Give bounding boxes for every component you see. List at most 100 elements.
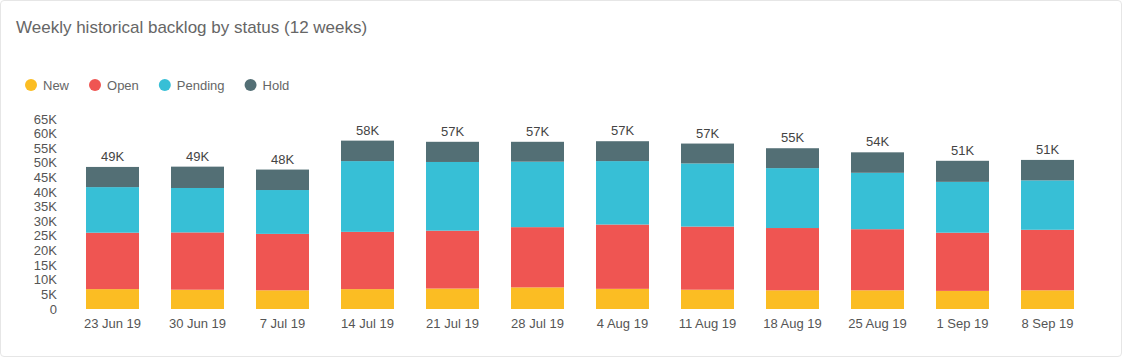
y-tick (66, 206, 69, 207)
y-tick-label: 55K (34, 141, 57, 156)
y-axis: 05K10K15K20K25K30K35K40K45K50K55K60K65K (34, 112, 69, 317)
y-tick-label: 20K (34, 243, 57, 258)
bar-segment (341, 141, 394, 161)
x-tick-label: 28 Jul 19 (511, 316, 564, 331)
total-label: 57K (526, 124, 549, 139)
bar-segment (851, 152, 904, 172)
y-tick-label: 35K (34, 199, 57, 214)
total-labels: 49K49K48K58K57K57K57K57K55K54K51K51K (101, 123, 1059, 167)
y-tick (66, 177, 69, 178)
y-tick (66, 162, 69, 163)
x-tick-label: 14 Jul 19 (341, 316, 394, 331)
x-tick-label: 30 Jun 19 (169, 316, 226, 331)
chart: Weekly historical backlog by status (12 … (0, 0, 1122, 357)
bar-segment (171, 167, 224, 188)
bar-segment (681, 144, 734, 164)
y-tick-label: 25K (34, 228, 57, 243)
legend-label: Pending (177, 78, 225, 93)
bar-segment (511, 142, 564, 162)
legend-swatch (89, 79, 101, 91)
total-label: 49K (101, 149, 124, 164)
y-tick-label: 15K (34, 258, 57, 273)
bar-segment (511, 227, 564, 287)
y-tick-label: 40K (34, 185, 57, 200)
bar-segment (1021, 160, 1074, 180)
x-tick-label: 21 Jul 19 (426, 316, 479, 331)
bar-segment (936, 291, 989, 309)
title: Weekly historical backlog by status (12 … (16, 18, 367, 37)
bar-segment (1021, 290, 1074, 309)
bar-segment (681, 227, 734, 290)
total-label: 57K (696, 126, 719, 141)
bar-segment (86, 167, 139, 187)
bar-segment (256, 234, 309, 290)
bar-segment (426, 231, 479, 289)
bar-segment (596, 161, 649, 224)
y-tick (66, 133, 69, 134)
bar-segment (851, 173, 904, 229)
bar-segment (86, 187, 139, 233)
bar-segment (851, 290, 904, 309)
y-tick (66, 192, 69, 193)
legend-swatch (159, 79, 171, 91)
bar-segment (596, 289, 649, 309)
y-tick (66, 309, 69, 310)
x-tick-label: 23 Jun 19 (84, 316, 141, 331)
x-tick-label: 11 Aug 19 (679, 316, 737, 331)
x-tick-label: 18 Aug 19 (763, 316, 822, 331)
y-tick-label: 10K (34, 272, 57, 287)
bar-segment (86, 289, 139, 309)
y-tick-label: 5K (41, 287, 57, 302)
bar-segment (1021, 230, 1074, 291)
bar-segment (341, 161, 394, 232)
y-tick (66, 265, 69, 266)
y-tick (66, 148, 69, 149)
y-tick-label: 45K (34, 170, 57, 185)
bar-segment (426, 142, 479, 162)
bar-segment (766, 168, 819, 228)
bar-segment (171, 290, 224, 309)
total-label: 55K (781, 130, 804, 145)
bar-segment (766, 290, 819, 309)
bar-segment (511, 287, 564, 309)
total-label: 57K (441, 124, 464, 139)
bar-segment (256, 290, 309, 309)
bars (86, 141, 1074, 309)
legend-label: Hold (263, 78, 290, 93)
bar-segment (936, 233, 989, 291)
y-tick (66, 119, 69, 120)
y-tick (66, 294, 69, 295)
bar-segment (766, 148, 819, 168)
bar-segment (596, 141, 649, 161)
y-tick-label: 65K (34, 112, 57, 127)
bar-segment (256, 170, 309, 190)
total-label: 49K (186, 149, 209, 164)
bar-segment (681, 290, 734, 309)
bar-segment (341, 289, 394, 309)
legend-swatch (245, 79, 257, 91)
bar-segment (426, 162, 479, 231)
y-tick (66, 235, 69, 236)
bar-segment (851, 229, 904, 290)
y-tick (66, 221, 69, 222)
x-axis: 23 Jun 19 30 Jun 19 7 Jul 19 14 Jul 19 21 Ju… (84, 316, 1074, 331)
legend: NewOpenPendingHold (25, 78, 289, 93)
bar-segment (171, 188, 224, 232)
bar-segment (256, 190, 309, 234)
bar-segment (426, 289, 479, 309)
total-label: 51K (1036, 142, 1059, 157)
bar-segment (766, 228, 819, 290)
x-tick-label: 8 Sep 19 (1021, 316, 1073, 331)
legend-label: New (43, 78, 70, 93)
total-label: 54K (866, 134, 889, 149)
total-label: 48K (271, 152, 294, 167)
x-tick-label: 1 Sep 19 (936, 316, 988, 331)
y-tick-label: 60K (34, 126, 57, 141)
total-label: 58K (356, 123, 379, 138)
bar-segment (171, 232, 224, 289)
x-tick-label: 25 Aug 19 (848, 316, 907, 331)
bar-segment (596, 225, 649, 289)
bar-segment (511, 162, 564, 227)
x-tick-label: 4 Aug 19 (597, 316, 648, 331)
x-tick-label: 7 Jul 19 (260, 316, 306, 331)
